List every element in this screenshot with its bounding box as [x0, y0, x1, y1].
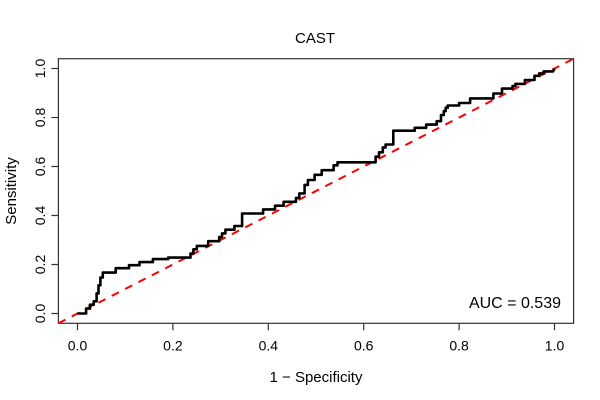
y-tick-label: 1.0 [32, 59, 48, 79]
y-axis-title: Sensitivity [3, 157, 20, 225]
y-tick-label: 0.2 [32, 255, 48, 275]
y-tick-label: 0.0 [32, 304, 48, 324]
y-tick-label: 0.6 [32, 157, 48, 177]
y-tick-label: 0.8 [32, 108, 48, 128]
plot-box [57, 58, 575, 324]
x-axis: 0.0 0.2 0.4 0.6 0.8 1.0 [68, 323, 565, 353]
y-axis: 0.0 0.2 0.4 0.6 0.8 1.0 [32, 59, 59, 324]
x-tick-label: 0.4 [259, 337, 279, 353]
x-tick-label: 1.0 [545, 337, 565, 353]
reference-diagonal-line [57, 57, 575, 325]
x-tick-label: 0.2 [163, 337, 183, 353]
x-tick-label: 0.6 [354, 337, 374, 353]
chart-title: CAST [295, 30, 335, 47]
x-tick-label: 0.0 [68, 337, 88, 353]
roc-curve [77, 67, 556, 315]
auc-annotation: AUC = 0.539 [469, 295, 561, 312]
y-tick-label: 0.4 [32, 206, 48, 226]
x-tick-label: 0.8 [449, 337, 469, 353]
x-axis-title: 1 − Specificity [270, 369, 363, 386]
